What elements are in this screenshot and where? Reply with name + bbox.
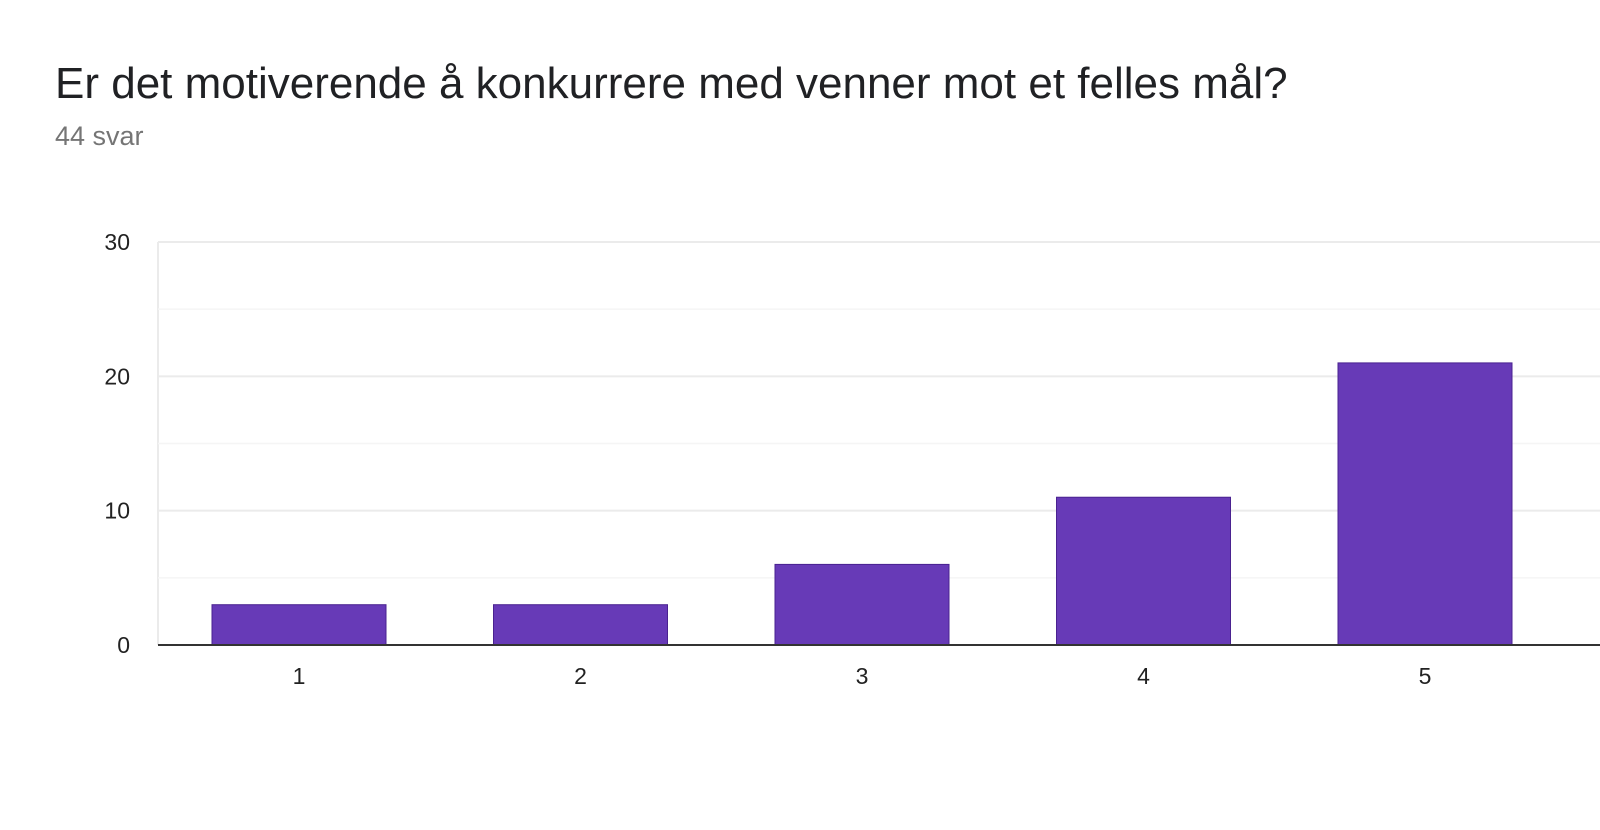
bar-1[interactable] — [211, 604, 387, 646]
y-tick-label: 20 — [104, 363, 130, 389]
y-tick-label: 30 — [104, 229, 130, 255]
x-tick-label: 4 — [1137, 663, 1150, 689]
x-tick-label: 5 — [1419, 663, 1432, 689]
bar-4[interactable] — [1056, 496, 1231, 646]
bar-3[interactable] — [774, 563, 950, 646]
y-tick-label: 10 — [104, 498, 130, 524]
y-tick-label: 0 — [117, 632, 130, 658]
x-tick-label: 3 — [856, 663, 869, 689]
response-count: 44 svar — [55, 121, 144, 151]
bar-5[interactable] — [1337, 362, 1513, 646]
question-title: Er det motiverende å konkurrere med venn… — [55, 59, 1288, 108]
x-tick-label: 1 — [293, 663, 306, 689]
x-tick-label: 2 — [574, 663, 587, 689]
bar-2[interactable] — [493, 604, 668, 646]
